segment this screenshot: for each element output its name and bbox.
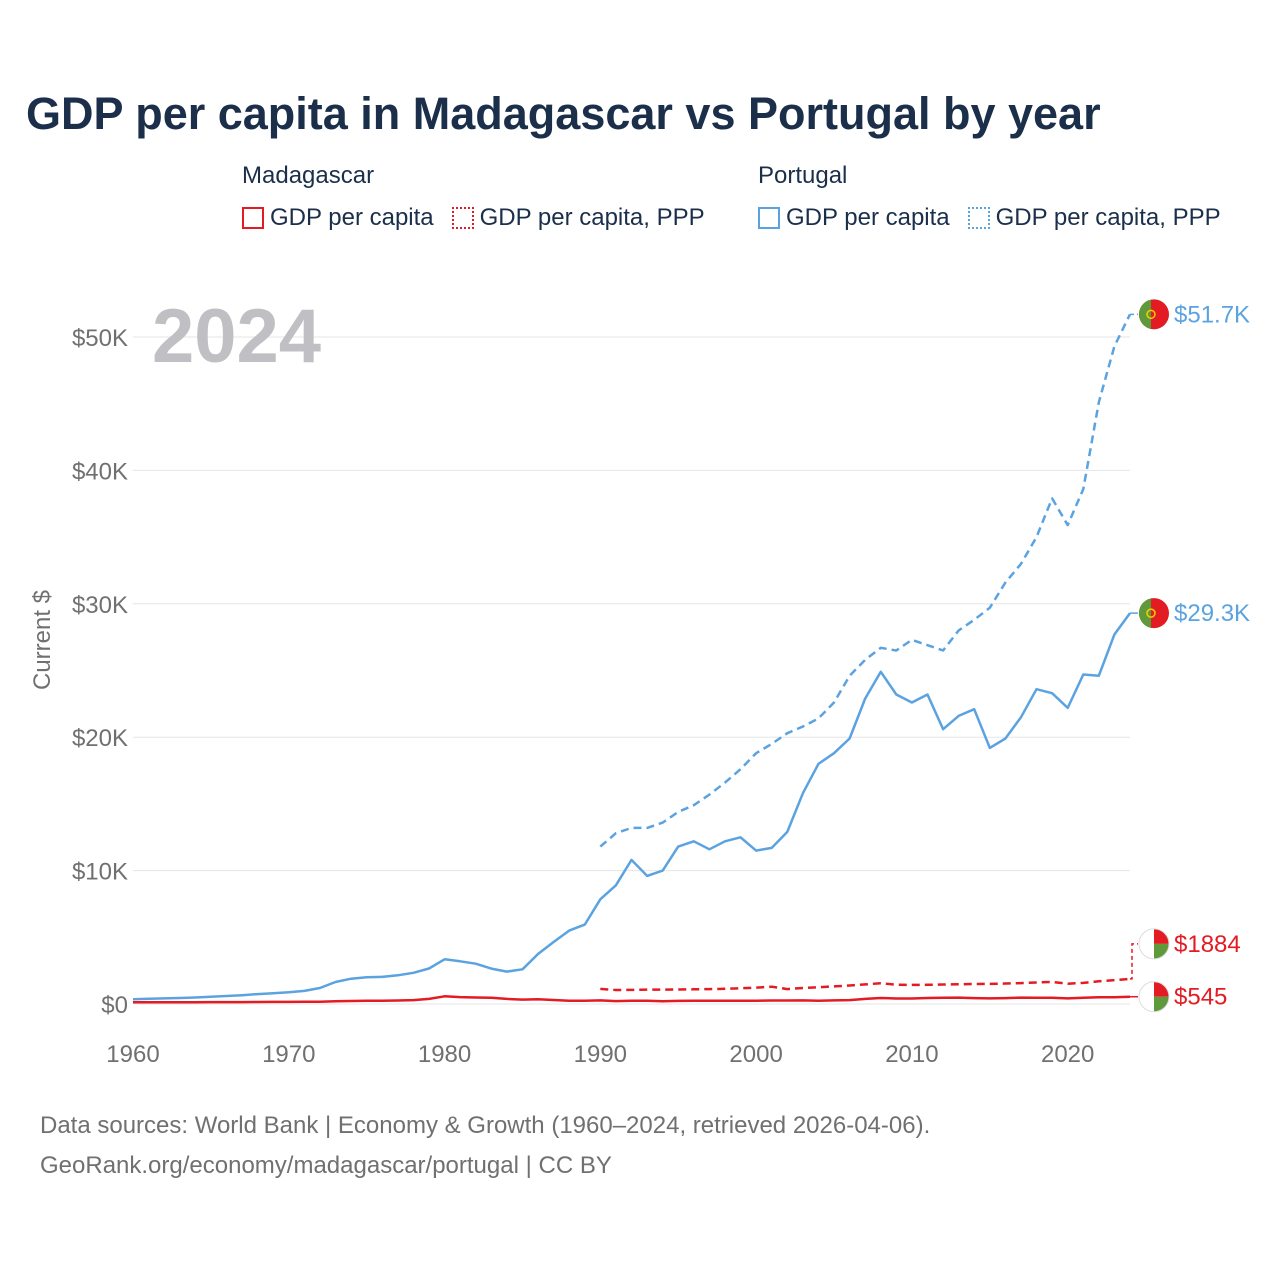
x-tick-label: 2000 bbox=[729, 1041, 782, 1068]
end-value-label: $29.3K bbox=[1174, 600, 1250, 627]
legend-item-madagascar-gdp[interactable]: GDP per capita bbox=[242, 204, 434, 232]
end-value-label: $51.7K bbox=[1174, 301, 1250, 328]
legend-label: GDP per capita, PPP bbox=[995, 204, 1221, 231]
chart-title: GDP per capita in Madagascar vs Portugal… bbox=[26, 88, 1101, 139]
madagascar-gdp-flag-red bbox=[1154, 981, 1169, 997]
series-line bbox=[600, 977, 1131, 992]
portugal-gdp-flag-emblem bbox=[1146, 608, 1156, 618]
end-value-label: $545 bbox=[1174, 984, 1227, 1011]
y-axis-label: Current $ bbox=[29, 590, 56, 690]
madagascar-gdp-flag-border bbox=[1138, 981, 1170, 1013]
x-tick-label: 1970 bbox=[262, 1041, 315, 1068]
x-tick-label: 2010 bbox=[885, 1041, 938, 1068]
legend-item-portugal-gdp[interactable]: GDP per capita bbox=[758, 204, 950, 232]
series-line bbox=[132, 612, 1132, 1001]
madagascar-gdp-flag-green bbox=[1154, 996, 1169, 1012]
portugal-gdp-flag-green bbox=[1138, 598, 1151, 628]
legend-item-portugal-gdp-ppp[interactable]: GDP per capita, PPP bbox=[967, 204, 1221, 232]
y-tick-label: $0 bbox=[101, 992, 128, 1019]
y-tick-label: $20K bbox=[72, 725, 128, 752]
y-tick-label: $40K bbox=[72, 458, 128, 485]
attribution-line: GeoRank.org/economy/madagascar/portugal … bbox=[40, 1152, 612, 1179]
source-note: Data sources: World Bank | Economy & Gro… bbox=[40, 1106, 930, 1186]
legend-country-madagascar: Madagascar bbox=[242, 162, 375, 189]
legend-item-madagascar-gdp-ppp[interactable]: GDP per capita, PPP bbox=[451, 204, 705, 232]
legend-group-portugal: Portugal GDP per capita GDP per capita, … bbox=[758, 162, 1221, 232]
legend-label: GDP per capita, PPP bbox=[479, 204, 705, 231]
legend-swatch-solid bbox=[242, 207, 264, 229]
madagascar-ppp-flag-red bbox=[1154, 928, 1169, 944]
madagascar-ppp-flag-border bbox=[1138, 928, 1170, 960]
legend-swatch-solid bbox=[758, 207, 780, 229]
y-tick-label: $50K bbox=[72, 325, 128, 352]
legend-country-portugal: Portugal bbox=[758, 162, 848, 189]
end-connector bbox=[1130, 943, 1138, 980]
series-line bbox=[132, 995, 1131, 1004]
madagascar-ppp-flag-white bbox=[1139, 928, 1154, 959]
source-line: Data sources: World Bank | Economy & Gro… bbox=[40, 1112, 931, 1139]
y-tick-label: $10K bbox=[72, 859, 128, 886]
x-tick-label: 2020 bbox=[1041, 1041, 1094, 1068]
series-line bbox=[599, 313, 1132, 848]
legend-label: GDP per capita bbox=[270, 204, 434, 231]
x-tick-label: 1980 bbox=[418, 1041, 471, 1068]
end-value-label: $1884 bbox=[1174, 931, 1241, 958]
x-tick-label: 1990 bbox=[574, 1041, 627, 1068]
legend-group-madagascar: Madagascar GDP per capita GDP per capita… bbox=[242, 162, 705, 232]
year-watermark: 2024 bbox=[152, 294, 321, 379]
madagascar-ppp-flag-green bbox=[1154, 943, 1169, 959]
legend-label: GDP per capita bbox=[786, 204, 950, 231]
x-tick-label: 1960 bbox=[106, 1041, 159, 1068]
madagascar-gdp-flag-white bbox=[1139, 981, 1154, 1012]
legend-swatch-dotted bbox=[967, 207, 990, 229]
portugal-ppp-flag-emblem bbox=[1146, 309, 1156, 320]
legend-swatch-dotted bbox=[451, 207, 474, 229]
portugal-ppp-flag-green bbox=[1138, 299, 1151, 330]
y-tick-label: $30K bbox=[72, 592, 128, 619]
